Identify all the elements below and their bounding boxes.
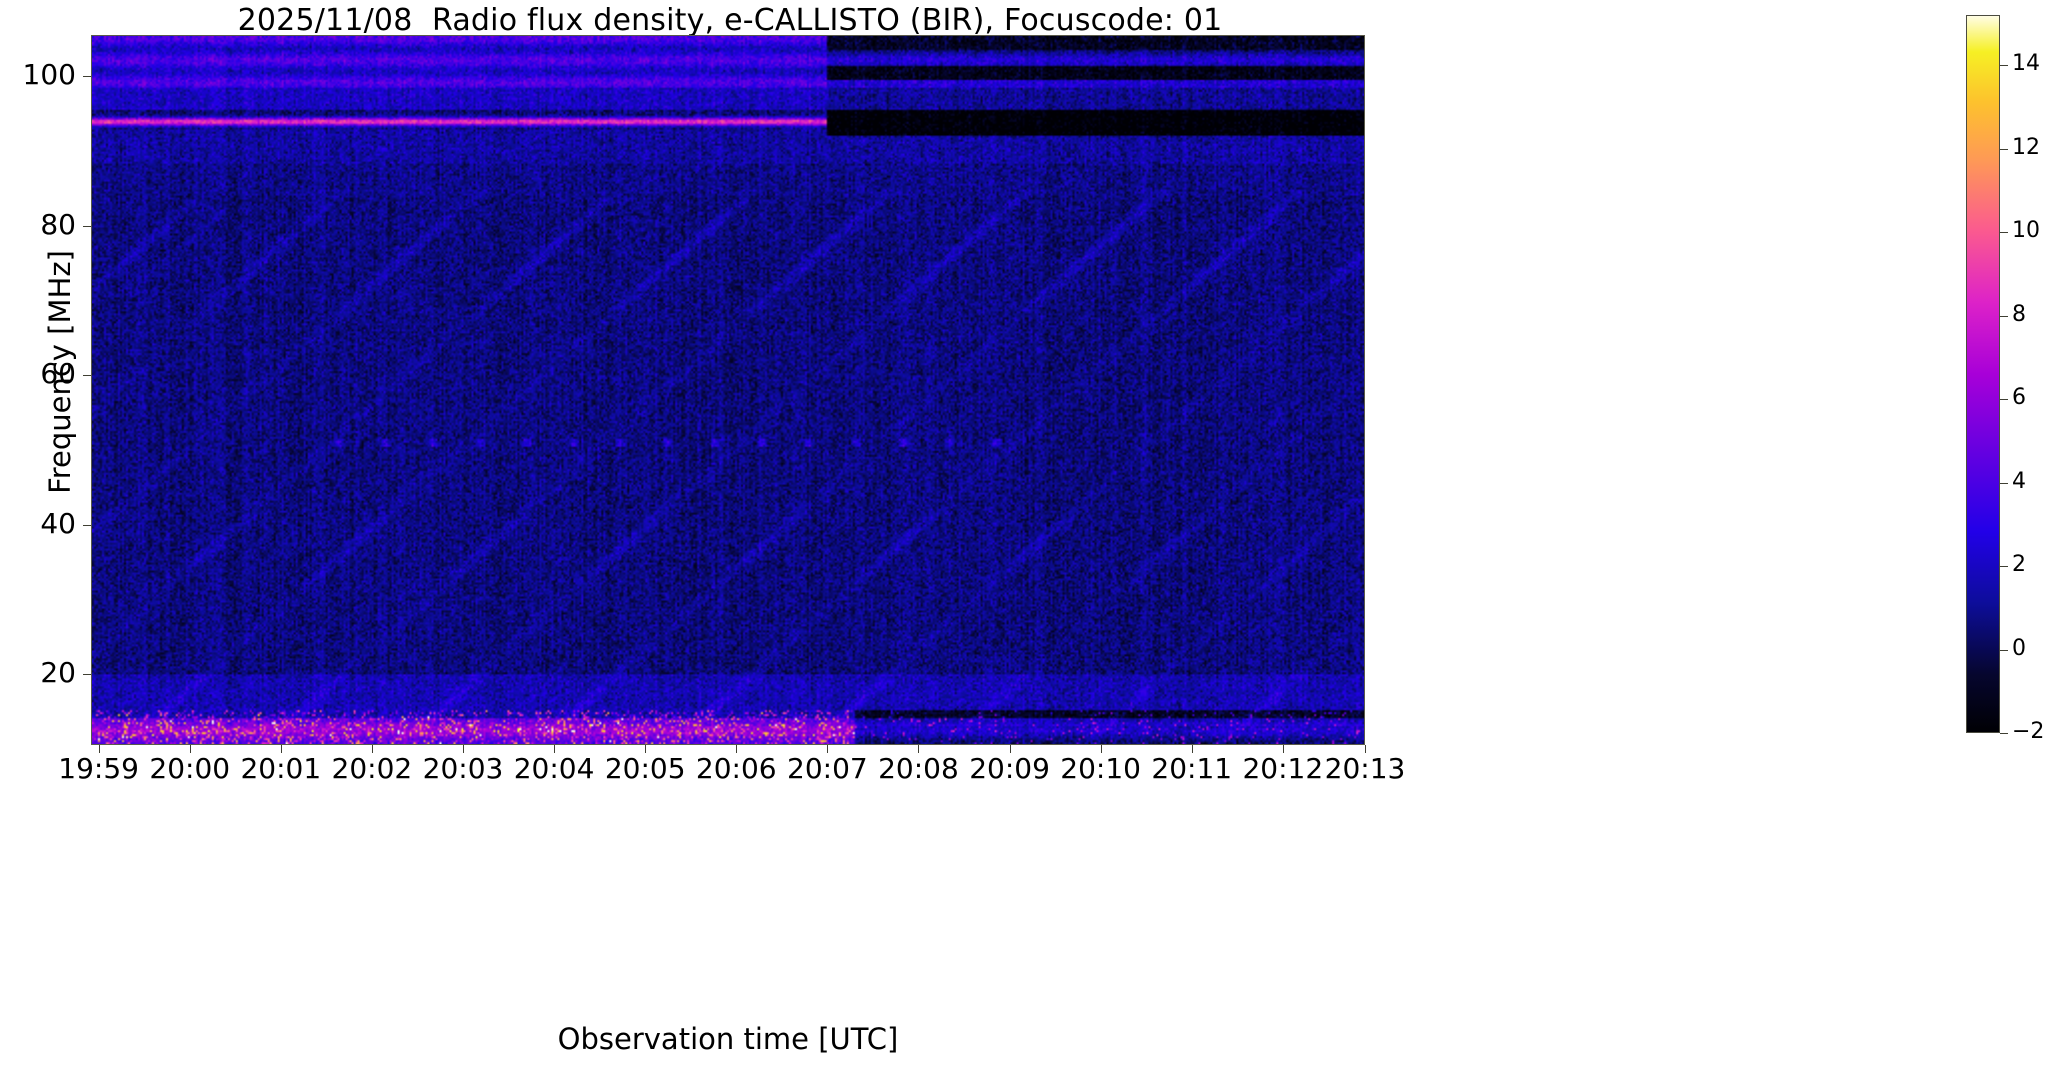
- y-tick-label: 40: [40, 506, 76, 540]
- x-tick-mark: [99, 745, 100, 753]
- x-tick-mark: [554, 745, 555, 753]
- y-tick-mark: [83, 76, 91, 77]
- x-tick-mark: [645, 745, 646, 753]
- y-tick-label: 80: [40, 207, 76, 241]
- x-tick-label: 20:00: [149, 752, 231, 785]
- y-tick-mark: [83, 674, 91, 675]
- x-tick-mark: [1283, 745, 1284, 753]
- x-tick-mark: [918, 745, 919, 753]
- x-tick-mark: [281, 745, 282, 753]
- x-tick-label: 20:02: [331, 752, 413, 785]
- x-tick-label: 20:07: [787, 752, 868, 785]
- x-tick-mark: [372, 745, 373, 753]
- x-tick-label: 20:11: [1151, 752, 1233, 785]
- y-tick-label: 20: [40, 656, 76, 689]
- colorbar-tick-mark: [2000, 733, 2008, 734]
- colorbar-tick-label: 0: [2012, 635, 2026, 661]
- colorbar-gradient: [1967, 16, 1999, 732]
- x-tick-label: 20:05: [604, 752, 686, 785]
- colorbar: [1966, 15, 2000, 733]
- x-tick-mark: [1101, 745, 1102, 753]
- colorbar-tick-label: 4: [2012, 468, 2026, 494]
- colorbar-tick-label: 10: [2012, 218, 2040, 244]
- y-tick-label: 60: [40, 357, 76, 391]
- x-tick-label: 20:10: [1060, 752, 1141, 785]
- colorbar-tick-label: 6: [2012, 385, 2026, 411]
- colorbar-tick-label: 2: [2012, 552, 2026, 578]
- x-tick-label: 20:13: [1324, 752, 1406, 785]
- y-tick-mark: [83, 226, 91, 227]
- y-tick-mark: [83, 375, 91, 376]
- x-tick-mark: [1365, 745, 1366, 753]
- y-tick-mark: [83, 525, 91, 526]
- x-tick-mark: [1010, 745, 1011, 753]
- colorbar-tick-mark: [2000, 316, 2008, 317]
- x-tick-mark: [1192, 745, 1193, 753]
- colorbar-tick-label: 12: [2012, 134, 2040, 160]
- y-tick-label: 100: [22, 58, 76, 92]
- x-tick-label: 20:08: [878, 752, 959, 785]
- colorbar-tick-mark: [2000, 650, 2008, 651]
- x-tick-label: 20:12: [1242, 752, 1324, 785]
- x-tick-label: 20:01: [240, 752, 322, 785]
- colorbar-tick-mark: [2000, 65, 2008, 66]
- colorbar-tick-mark: [2000, 483, 2008, 484]
- x-tick-mark: [736, 745, 737, 753]
- x-tick-label: 20:06: [695, 752, 777, 785]
- x-tick-label: 20:09: [969, 752, 1050, 785]
- colorbar-tick-label: −2: [2012, 719, 2045, 744]
- colorbar-tick-label: 8: [2012, 301, 2026, 327]
- spectrogram-axes: [91, 35, 1365, 745]
- x-tick-mark: [827, 745, 828, 753]
- colorbar-tick-mark: [2000, 399, 2008, 400]
- x-axis-title: Observation time [UTC]: [557, 1022, 899, 1056]
- colorbar-tick-mark: [2000, 232, 2008, 233]
- x-tick-label: 20:04: [513, 752, 595, 785]
- x-tick-mark: [190, 745, 191, 753]
- x-tick-label: 20:03: [422, 752, 504, 785]
- page-title: 2025/11/08 Radio flux density, e-CALLIST…: [237, 3, 1223, 38]
- colorbar-tick-mark: [2000, 566, 2008, 567]
- spectrogram-image: [92, 36, 1364, 744]
- colorbar-tick-label: 14: [2012, 51, 2040, 77]
- x-tick-mark: [463, 745, 464, 753]
- x-tick-label: 19:59: [58, 752, 139, 785]
- colorbar-tick-mark: [2000, 149, 2008, 150]
